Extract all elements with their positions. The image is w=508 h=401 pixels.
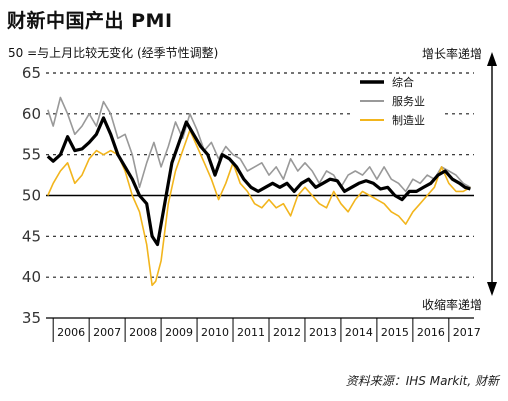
y-tick-label: 50: [22, 187, 41, 205]
arrow-down-head: [487, 282, 497, 296]
chart-title: 财新中国产出 PMI: [7, 10, 173, 32]
contraction-label: 收缩率递增: [421, 298, 482, 312]
legend-bg: [352, 112, 442, 128]
x-tick-label: 2014: [345, 326, 373, 339]
source-note: 资料来源：IHS Markit, 财新: [345, 374, 499, 388]
x-tick-label: 2015: [381, 326, 409, 339]
x-tick-label: 2007: [93, 326, 121, 339]
x-tick-label: 2010: [201, 326, 229, 339]
legend-bg: [352, 74, 442, 90]
series-line-2: [47, 129, 471, 287]
x-tick-label: 2011: [237, 326, 265, 339]
x-tick-label: 2017: [453, 326, 481, 339]
x-tick-label: 2016: [417, 326, 445, 339]
y-tick-label: 55: [22, 146, 41, 164]
x-tick-label: 2009: [165, 326, 193, 339]
legend-label: 制造业: [392, 113, 425, 127]
y-tick-label: 45: [22, 227, 41, 245]
y-tick-label: 35: [22, 309, 41, 327]
axis-layer: 35 40 45 50 55 60 65 2006 2007 2008 2009 2010 2011 20…: [22, 64, 481, 342]
y-tick-label: 40: [22, 268, 41, 286]
legend-label: 综合: [392, 75, 414, 89]
legend-label: 服务业: [392, 95, 425, 108]
expansion-label: 增长率递增: [421, 47, 482, 61]
x-tick-label: 2012: [273, 326, 301, 339]
arrow-up-head: [487, 52, 497, 66]
legend-bg: [352, 93, 442, 109]
y-tick-label: 60: [22, 105, 41, 123]
series-layer: [46, 96, 471, 287]
series-line-0: [46, 116, 471, 247]
x-tick-label: 2013: [309, 326, 337, 339]
arrow-layer: [487, 52, 497, 296]
chart-subtitle: 50 =与上月比较无变化 (经季节性调整): [8, 46, 219, 60]
x-tick-label: 2008: [129, 326, 157, 339]
x-tick-label: 2006: [57, 326, 85, 339]
series-line-1: [47, 96, 471, 193]
y-tick-label: 65: [22, 64, 41, 82]
